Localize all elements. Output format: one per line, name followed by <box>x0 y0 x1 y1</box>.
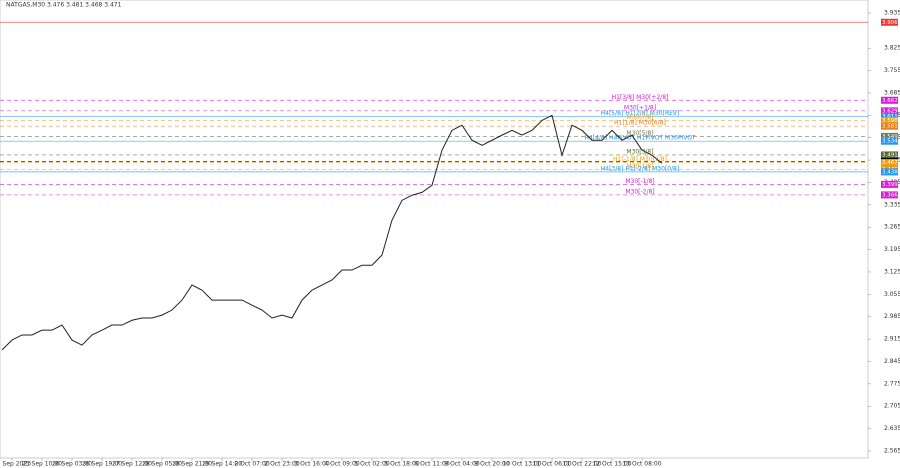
price-box <box>881 113 898 121</box>
level-label: H1[3/8] M30[+2/8] <box>612 94 669 101</box>
x-tick-label: 4 Oct 09:00 <box>324 461 359 468</box>
price-box <box>881 122 898 130</box>
x-tick-label: 12 Oct 15:00 <box>592 461 631 468</box>
price-box <box>881 107 898 115</box>
y-tick-label: 3.755 <box>884 67 900 74</box>
x-tick-label: 27 Sep 12:00 <box>112 461 152 468</box>
price-box-label: 3.662 <box>882 98 898 104</box>
level-label: H4[4/8] H4PIVOT H1PIVOT M30PIVOT <box>584 135 696 142</box>
price-box-label: 3.491 <box>882 152 898 158</box>
price-box <box>881 191 898 199</box>
x-tick-label: 5 Oct 02:00 <box>354 461 389 468</box>
x-tick-label: 11 Oct 22:00 <box>562 461 601 468</box>
x-tick-label: 3 Oct 16:00 <box>294 461 329 468</box>
price-box <box>881 18 898 26</box>
price-box-label: 3.581 <box>882 124 898 130</box>
x-tick-label: 2 Oct 23:00 <box>264 461 299 468</box>
x-tick-label: 25 Sep 10:00 <box>22 461 62 468</box>
x-tick-label: 26 Sep 19:00 <box>82 461 122 468</box>
y-tick-label: 3.055 <box>884 291 900 298</box>
y-tick-label: 3.265 <box>884 224 900 231</box>
level-label: M30[1/8] <box>626 163 653 170</box>
price-box <box>881 96 898 104</box>
price-box <box>881 151 898 159</box>
price-line <box>1 114 663 351</box>
price-box <box>881 117 898 125</box>
price-box-label: 3.438 <box>882 169 898 175</box>
y-tick-label: 3.125 <box>884 268 900 275</box>
price-box-label: 3.467 <box>882 160 898 166</box>
y-tick-label: 3.825 <box>884 45 900 52</box>
y-tick-label: 3.195 <box>884 246 900 253</box>
x-tick-label: 5 Oct 18:00 <box>384 461 419 468</box>
x-tick-label: 9 Oct 04:00 <box>444 461 479 468</box>
y-tick-label: 2.565 <box>884 448 900 455</box>
level-label: M30[7/8] <box>626 114 653 121</box>
x-tick-label: 26 Sep 03:00 <box>52 461 92 468</box>
y-tick-label: 3.335 <box>884 201 900 208</box>
level-label: M30[+1/8] <box>624 104 656 111</box>
price-box-label: 3.611 <box>882 114 898 120</box>
x-tick-label: 29 Sep 14:00 <box>202 461 242 468</box>
x-tick-label: 9 Oct 20:00 <box>474 461 509 468</box>
y-tick-label: 3.685 <box>884 89 900 96</box>
y-tick-label: 2.845 <box>884 358 900 365</box>
x-tick-label: 2 Oct 07:00 <box>234 461 269 468</box>
level-label: H4[3/8] H1[-2/8] M30[0/8] <box>601 165 679 172</box>
level-label: H1[1/8] M30[6/8] <box>614 120 666 127</box>
x-tick-label: 28 Sep 21:00 <box>172 461 212 468</box>
level-label: M30[-1/8] <box>625 178 654 185</box>
level-label: H1[-1/8] M30[2/8] <box>613 156 667 163</box>
y-tick-label: 3.935 <box>884 10 900 17</box>
level-label: M30[-2/8] <box>625 188 654 195</box>
x-tick-label: 11 Oct 06:00 <box>532 461 571 468</box>
price-box-label: 3.366 <box>882 192 898 198</box>
y-tick-label: 2.705 <box>884 403 900 410</box>
price-box <box>881 132 898 140</box>
price-box-label: 3.399 <box>882 182 898 188</box>
x-tick-label: 22 Sep 2023 <box>0 461 31 468</box>
price-box-label: 3.549 <box>882 134 898 140</box>
x-tick-label: 13 Oct 08:00 <box>622 461 661 468</box>
price-box-label: 3.629 <box>882 108 898 114</box>
price-box-label: 3.906 <box>882 20 898 26</box>
level-label: M30[3/8] <box>626 148 653 155</box>
x-tick-label: 6 Oct 11:00 <box>414 461 449 468</box>
y-tick-label: 2.915 <box>884 336 900 343</box>
y-tick-label: 2.635 <box>884 425 900 432</box>
level-label: M30[5/8] <box>626 130 653 137</box>
y-tick-label: 2.985 <box>884 313 900 320</box>
price-box <box>881 159 898 167</box>
price-box <box>881 137 898 145</box>
x-tick-label: 28 Sep 05:00 <box>142 461 182 468</box>
price-box <box>881 168 898 176</box>
x-tick-label: 10 Oct 13:00 <box>502 461 541 468</box>
level-label: H4[5/8] H1[2/8] M30[REV] <box>601 110 680 117</box>
price-box <box>881 180 898 188</box>
y-tick-label: 2.775 <box>884 380 900 387</box>
price-box-label: 3.534 <box>882 139 898 145</box>
price-box-label: 3.598 <box>882 118 898 124</box>
plot-frame <box>0 0 869 459</box>
chart-title: NATGAS,M30 3.476 3.481 3.468 3.471 <box>6 2 122 9</box>
